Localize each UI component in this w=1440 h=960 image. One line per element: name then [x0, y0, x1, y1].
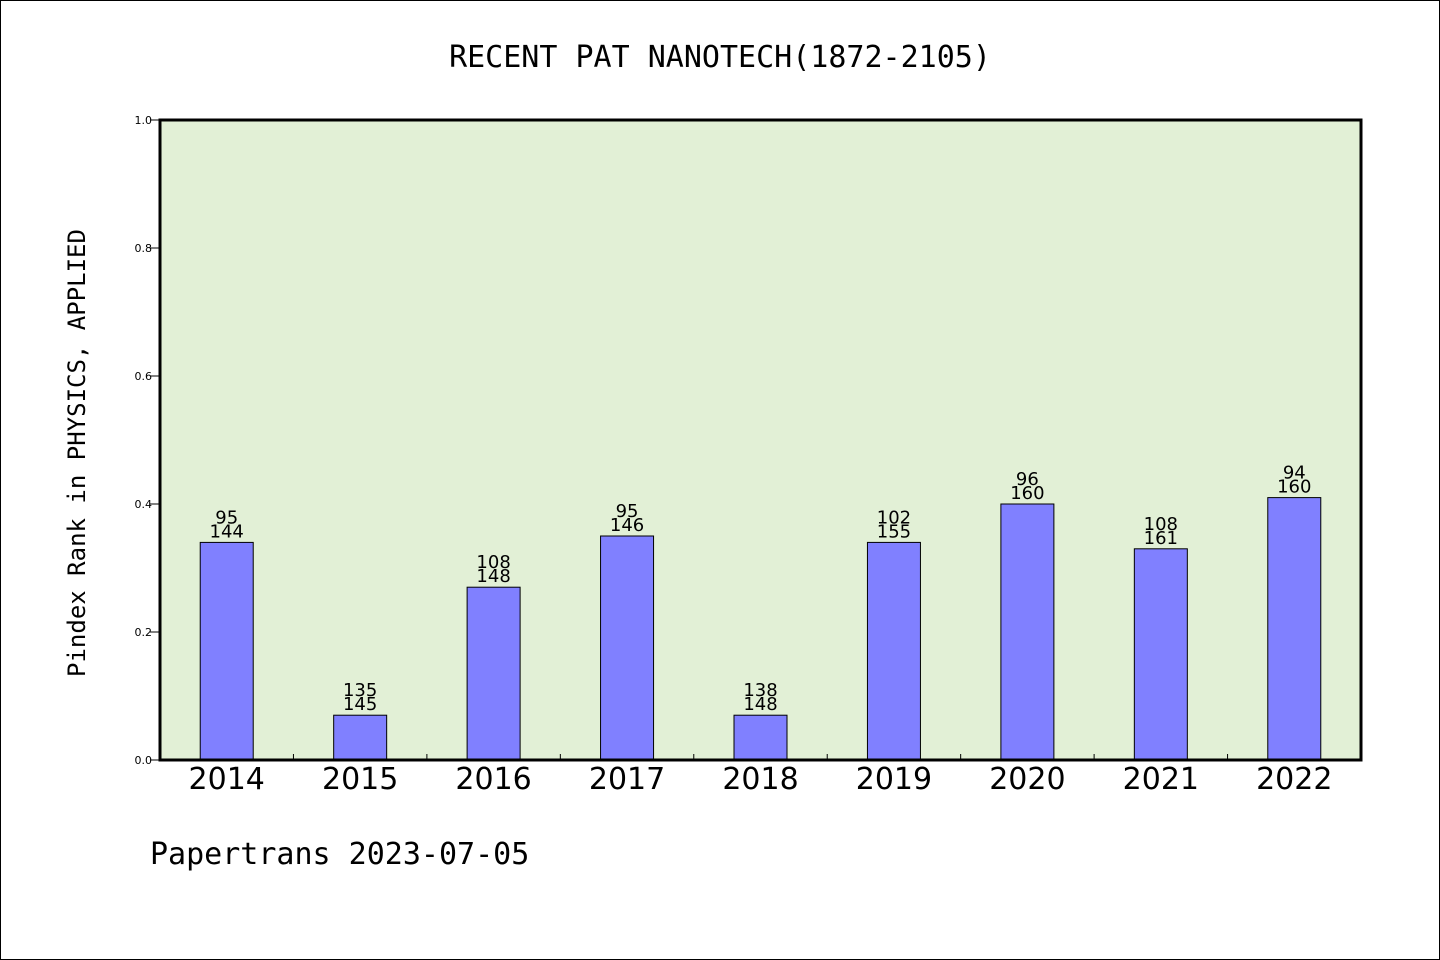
bar-label-bottom-2021: 161	[1144, 528, 1178, 549]
bar-2020	[1000, 503, 1055, 761]
bar-2016	[466, 586, 521, 761]
bar-label-bottom-2014: 144	[210, 521, 244, 542]
footer-credit: Papertrans 2023-07-05	[150, 837, 529, 872]
x-tick-label-2014: 2014	[189, 762, 265, 797]
x-tick-label-2019: 2019	[856, 762, 932, 797]
plot-border	[158, 118, 1363, 762]
y-axis-label: Pindex Rank in PHYSICS, APPLIED	[63, 229, 91, 677]
bar-label-bottom-2016: 148	[476, 566, 510, 587]
y-axis: 0.0 0.2 0.4 0.6 0.8 1.0	[135, 114, 160, 767]
bar-label-top-2014: 95	[215, 507, 238, 528]
bar-label-top-2016: 108	[476, 552, 510, 573]
bar-2022	[1267, 497, 1322, 761]
bar-2015	[333, 714, 388, 761]
x-tick-label-2015: 2015	[322, 762, 398, 797]
bar-label-bottom-2020: 160	[1010, 483, 1044, 504]
bar-2021	[1133, 548, 1188, 761]
x-tick-label-2020: 2020	[989, 762, 1065, 797]
x-tick-label-2017: 2017	[589, 762, 665, 797]
y-tick-label: 0.4	[135, 498, 153, 511]
bar-label-bottom-2019: 155	[877, 521, 911, 542]
bar-label-top-2019: 102	[877, 507, 911, 528]
bar-label-bottom-2015: 145	[343, 694, 377, 715]
x-tick-label-2021: 2021	[1123, 762, 1199, 797]
bar-label-top-2020: 96	[1016, 469, 1039, 490]
chart-title: RECENT PAT NANOTECH(1872-2105)	[449, 40, 991, 75]
bar-labels-group: 9514413514510814895146138148102155961601…	[210, 463, 1312, 716]
bar-label-bottom-2017: 146	[610, 515, 644, 536]
x-tick-label-2018: 2018	[722, 762, 798, 797]
bar-2019	[866, 541, 921, 761]
x-tick-label-2016: 2016	[455, 762, 531, 797]
bar-2018	[733, 714, 788, 761]
y-tick-label: 0.0	[135, 754, 153, 767]
y-tick-label: 1.0	[135, 114, 153, 127]
x-axis: 2014 2015 2016 2017 2018 2019 2020 2021 2022	[189, 754, 1332, 797]
bar-2014	[199, 541, 254, 761]
bar-2017	[600, 535, 655, 761]
bar-label-top-2017: 95	[616, 501, 639, 522]
bar-label-top-2021: 108	[1144, 514, 1178, 535]
bar-label-bottom-2018: 148	[743, 694, 777, 715]
x-tick-label-2022: 2022	[1256, 762, 1332, 797]
bar-label-top-2015: 135	[343, 680, 377, 701]
bar-label-bottom-2022: 160	[1277, 477, 1311, 498]
y-tick-label: 0.6	[135, 370, 153, 383]
bar-label-top-2018: 138	[743, 680, 777, 701]
bars-group	[199, 497, 1322, 761]
bar-label-top-2022: 94	[1283, 463, 1306, 484]
y-tick-label: 0.8	[135, 242, 153, 255]
y-tick-label: 0.2	[135, 626, 153, 639]
